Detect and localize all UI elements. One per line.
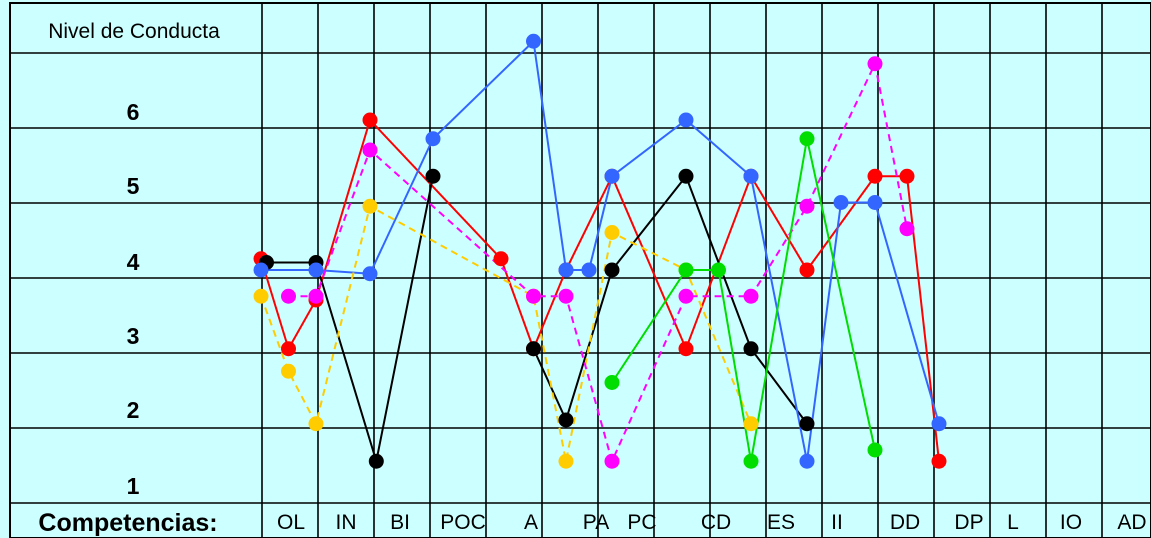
data-point	[899, 221, 915, 237]
x-tick-label: PA	[583, 511, 609, 534]
data-point	[678, 168, 694, 184]
data-point	[799, 198, 815, 214]
x-tick-label: ES	[767, 511, 795, 534]
y-level-label: 2	[127, 397, 140, 423]
data-point	[281, 288, 296, 304]
data-point	[799, 416, 815, 432]
x-tick-label: L	[1007, 511, 1019, 534]
x-tick-label: CD	[701, 511, 731, 534]
data-point	[604, 453, 620, 469]
chart-frame	[9, 2, 1151, 538]
x-tick-label: PC	[627, 511, 656, 534]
data-point	[867, 56, 883, 72]
data-point	[425, 131, 441, 147]
data-point	[678, 341, 694, 357]
data-point	[799, 262, 815, 278]
data-point	[558, 262, 574, 278]
data-point	[799, 131, 815, 147]
data-point	[867, 195, 883, 210]
data-point	[253, 288, 269, 304]
x-tick-label: DD	[890, 511, 920, 534]
data-point	[931, 453, 947, 469]
data-point	[526, 33, 541, 49]
data-point	[604, 375, 620, 390]
data-point	[867, 442, 883, 458]
x-tick-label: AD	[1117, 511, 1146, 534]
data-point	[253, 262, 269, 278]
data-point	[493, 251, 509, 267]
data-point	[931, 416, 947, 432]
series-line	[261, 39, 940, 462]
data-point	[558, 412, 574, 428]
data-point	[604, 225, 620, 240]
y-level-label: 3	[127, 323, 140, 349]
x-tick-label: IN	[336, 511, 357, 534]
data-point	[308, 262, 324, 278]
data-point	[867, 168, 883, 184]
data-point	[526, 341, 541, 357]
data-point	[558, 453, 574, 469]
y-level-label: 1	[127, 473, 140, 499]
data-point	[362, 142, 378, 158]
data-point	[558, 288, 574, 304]
chart-title: Nivel de Conducta	[48, 20, 220, 43]
x-tick-label: OL	[277, 511, 305, 534]
data-point	[799, 453, 815, 469]
data-point	[678, 112, 694, 128]
y-level-label: 6	[127, 99, 140, 125]
data-point	[308, 288, 324, 304]
data-point	[678, 262, 694, 278]
data-point	[581, 262, 597, 278]
series-line	[260, 204, 752, 462]
x-tick-label: POC	[440, 511, 486, 534]
y-level-label: 5	[127, 173, 140, 199]
data-point	[362, 112, 378, 128]
y-level-label: 4	[127, 249, 140, 275]
x-tick-label: IO	[1060, 511, 1082, 534]
data-point	[368, 453, 384, 469]
data-point	[604, 262, 620, 278]
data-point	[743, 341, 759, 357]
series-points	[253, 33, 947, 469]
x-tick-label: A	[524, 511, 538, 534]
x-tick-label: II	[831, 511, 843, 534]
data-point	[899, 168, 915, 184]
data-point	[526, 288, 541, 304]
series-line	[266, 176, 434, 462]
data-point	[281, 341, 296, 357]
labels: Nivel de Conducta Competencias: 6 5 4 3 2 1 OL…	[38, 20, 1146, 537]
x-tick-label: BI	[390, 511, 410, 534]
data-point	[678, 288, 694, 304]
data-point	[281, 363, 296, 379]
data-point	[425, 168, 441, 184]
series-line	[532, 174, 808, 425]
data-point	[308, 416, 324, 432]
data-point	[743, 168, 759, 184]
data-point	[362, 266, 378, 282]
data-point	[362, 198, 378, 214]
x-axis-label: Competencias:	[38, 509, 217, 537]
series-line	[611, 138, 876, 462]
data-point	[711, 262, 726, 278]
data-point	[743, 416, 759, 432]
x-tick-label: DP	[954, 511, 983, 534]
data-point	[743, 453, 759, 469]
data-point	[604, 168, 620, 184]
data-point	[833, 195, 849, 210]
data-point	[743, 288, 759, 304]
